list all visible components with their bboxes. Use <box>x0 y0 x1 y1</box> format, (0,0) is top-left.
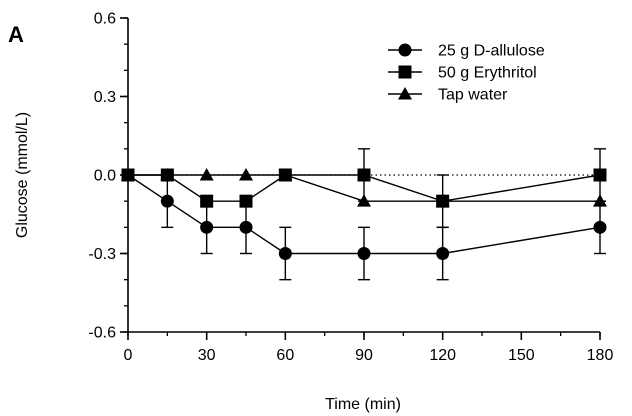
data-point-tap-water <box>278 168 293 181</box>
data-point-tap-water <box>239 168 253 181</box>
data-point-50-g-erythritol <box>593 168 607 182</box>
data-point-tap-water <box>357 194 371 207</box>
data-point-25-g-d-allulose <box>160 194 174 208</box>
x-tick-label: 90 <box>355 347 373 364</box>
x-tick-label: 180 <box>587 347 614 364</box>
x-tick-label: 30 <box>198 347 216 364</box>
data-point-25-g-d-allulose <box>200 220 214 234</box>
legend-marker-tap-water <box>398 87 412 100</box>
data-point-25-g-d-allulose <box>593 220 607 234</box>
y-axis-title: Glucose (mmol/L) <box>14 112 31 238</box>
legend-label-50-g-erythritol: 50 g Erythritol <box>438 65 537 82</box>
data-point-25-g-d-allulose <box>239 220 253 234</box>
panel-label: A <box>8 22 24 47</box>
series-line-50-g-erythritol <box>128 174 601 202</box>
legend-marker-25-g-d-allulose <box>398 43 412 57</box>
legend-marker-50-g-erythritol <box>398 65 412 79</box>
data-point-25-g-d-allulose <box>357 247 371 260</box>
data-point-25-g-d-allulose <box>436 247 450 260</box>
data-point-25-g-d-allulose <box>278 247 292 260</box>
data-point-50-g-erythritol <box>357 168 371 182</box>
y-tick-label: -0.3 <box>88 246 116 263</box>
x-tick-label: 150 <box>508 347 535 364</box>
legend: 25 g D-allulose 50 g Erythritol Tap water <box>388 43 545 104</box>
x-tick-label: 60 <box>276 347 294 364</box>
series-line-tap-water <box>128 174 600 202</box>
y-tick-label: 0.0 <box>94 168 116 185</box>
plot-area: -0.6 -0.3 0.0 0.3 0.6 0 30 60 90 120 150 180 <box>88 11 613 365</box>
y-tick-label: 0.3 <box>94 89 116 106</box>
series-line-25-g-d-allulose <box>127 174 601 255</box>
data-point-50-g-erythritol <box>200 194 214 208</box>
data-point-tap-water <box>593 194 607 207</box>
data-point-tap-water <box>435 194 450 207</box>
legend-label-tap-water: Tap water <box>438 87 508 104</box>
x-tick-label: 0 <box>124 347 133 364</box>
data-point-tap-water <box>199 168 214 181</box>
legend-label-25-g-d-allulose: 25 g D-allulose <box>438 43 545 60</box>
y-tick-label: 0.6 <box>94 11 116 28</box>
data-point-tap-water <box>160 168 175 181</box>
x-tick-label: 120 <box>429 347 456 364</box>
data-point-tap-water <box>121 168 135 181</box>
data-point-50-g-erythritol <box>239 194 253 208</box>
x-axis-title: Time (min) <box>325 396 401 413</box>
y-tick-label: -0.6 <box>88 325 116 342</box>
